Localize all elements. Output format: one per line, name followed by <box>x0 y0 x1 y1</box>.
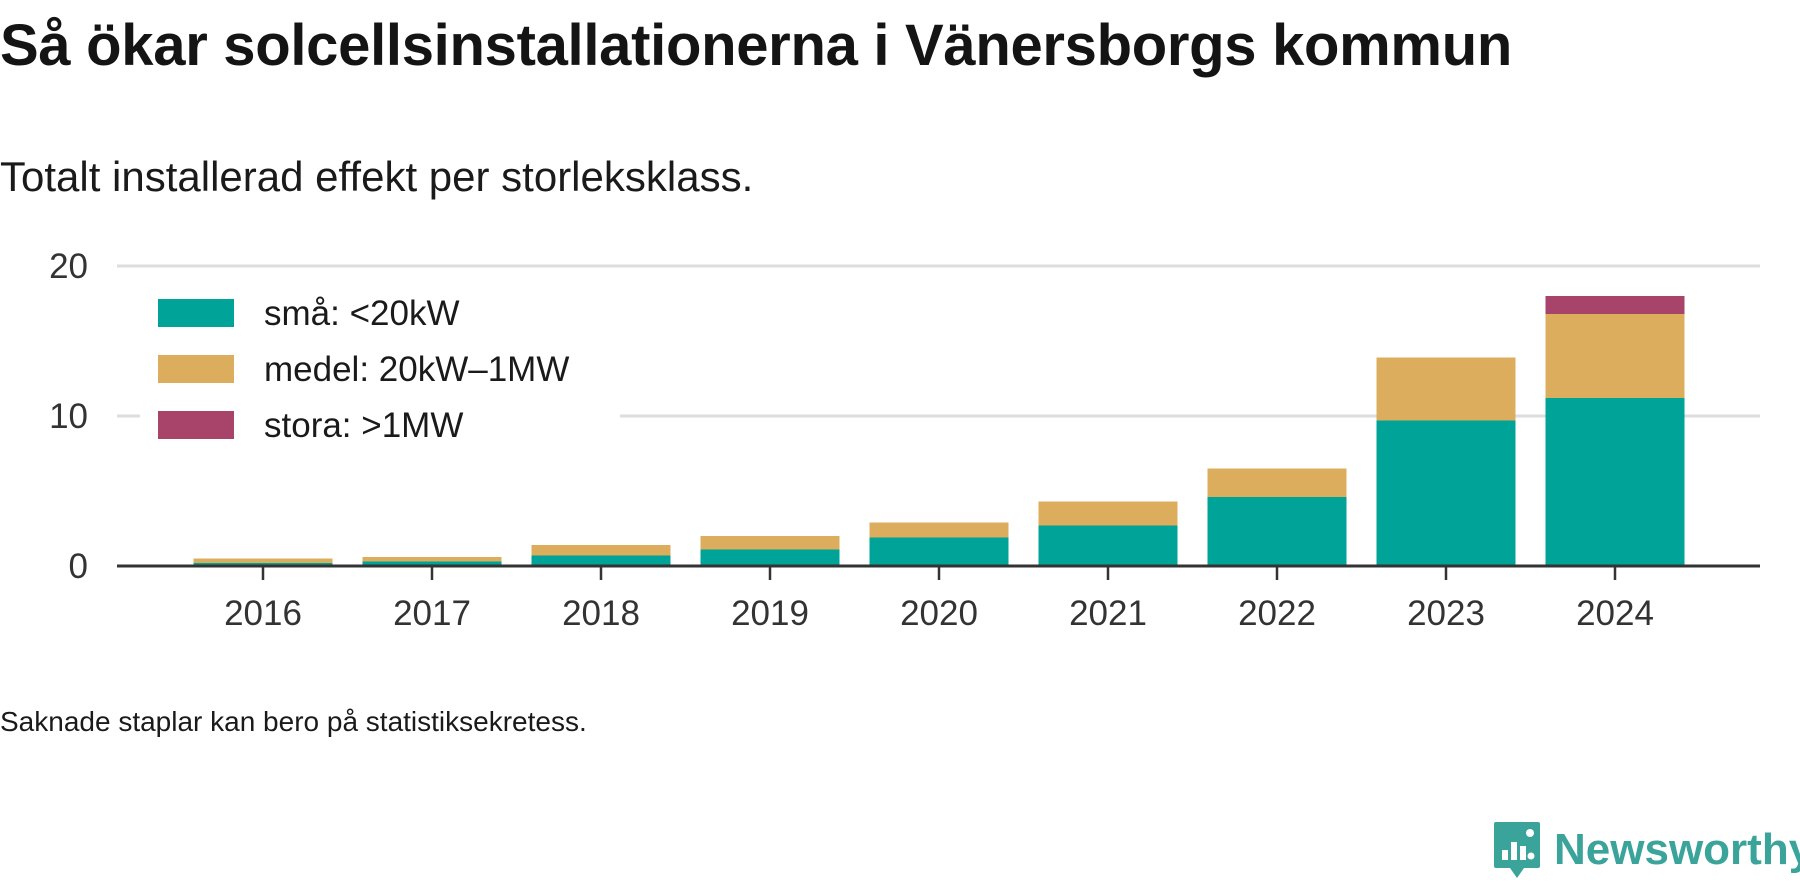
bar-2024-series-3 <box>1545 296 1685 314</box>
bar-2020-series-1 <box>869 537 1009 566</box>
chart-subtitle: Totalt installerad effekt per storlekskl… <box>0 153 754 200</box>
footnote: Saknade staplar kan bero på statistiksek… <box>0 706 587 737</box>
legend: små: <20kW medel: 20kW–1MW stora: >1MW <box>140 280 620 460</box>
bar-2016-series-2 <box>193 558 333 563</box>
axes: 0 10 20 2016 2017 2018 2019 2020 2021 2022 2023 202… <box>49 247 1760 633</box>
x-tick-label-2023: 2023 <box>1407 594 1485 633</box>
bar-2018-series-1 <box>531 555 671 566</box>
bar-2021-series-2 <box>1038 501 1178 526</box>
bar-2020-series-2 <box>869 522 1009 538</box>
legend-swatch-3 <box>158 411 234 439</box>
x-tick-label-2021: 2021 <box>1069 594 1147 633</box>
legend-swatch-2 <box>158 355 234 383</box>
x-tick-label-2017: 2017 <box>393 594 471 633</box>
x-tick-label-2022: 2022 <box>1238 594 1316 633</box>
legend-label-3: stora: >1MW <box>264 406 463 445</box>
bar-2023-series-1 <box>1376 420 1516 566</box>
x-tick-label-2018: 2018 <box>562 594 640 633</box>
brand-logo: Newsworthy <box>1492 818 1800 882</box>
legend-label-2: medel: 20kW–1MW <box>264 350 569 389</box>
bar-2021-series-1 <box>1038 525 1178 566</box>
bar-2018-series-2 <box>531 545 671 556</box>
bar-2024-series-2 <box>1545 314 1685 398</box>
bar-2023-series-2 <box>1376 357 1516 421</box>
legend-label-1: små: <20kW <box>264 294 459 333</box>
chart-title: Så ökar solcellsinstallationerna i Väner… <box>0 13 1512 78</box>
brand-name: Newsworthy <box>1554 825 1800 874</box>
newsworthy-logo-icon <box>1494 822 1540 878</box>
bar-2019-series-1 <box>700 549 840 566</box>
bars <box>193 296 1685 566</box>
bar-2017-series-2 <box>362 557 502 562</box>
y-tick-label: 0 <box>69 547 88 586</box>
y-tick-label: 20 <box>49 247 88 286</box>
legend-swatch-1 <box>158 299 234 327</box>
x-tick-label-2019: 2019 <box>731 594 809 633</box>
bar-2022-series-1 <box>1207 497 1347 566</box>
bar-2022-series-2 <box>1207 468 1347 497</box>
x-tick-label-2024: 2024 <box>1576 594 1654 633</box>
bar-2017-series-1 <box>362 561 502 566</box>
bar-2019-series-2 <box>700 536 840 550</box>
x-tick-label-2016: 2016 <box>224 594 302 633</box>
y-tick-label: 10 <box>49 397 88 436</box>
bar-2024-series-1 <box>1545 398 1685 566</box>
x-tick-label-2020: 2020 <box>900 594 978 633</box>
